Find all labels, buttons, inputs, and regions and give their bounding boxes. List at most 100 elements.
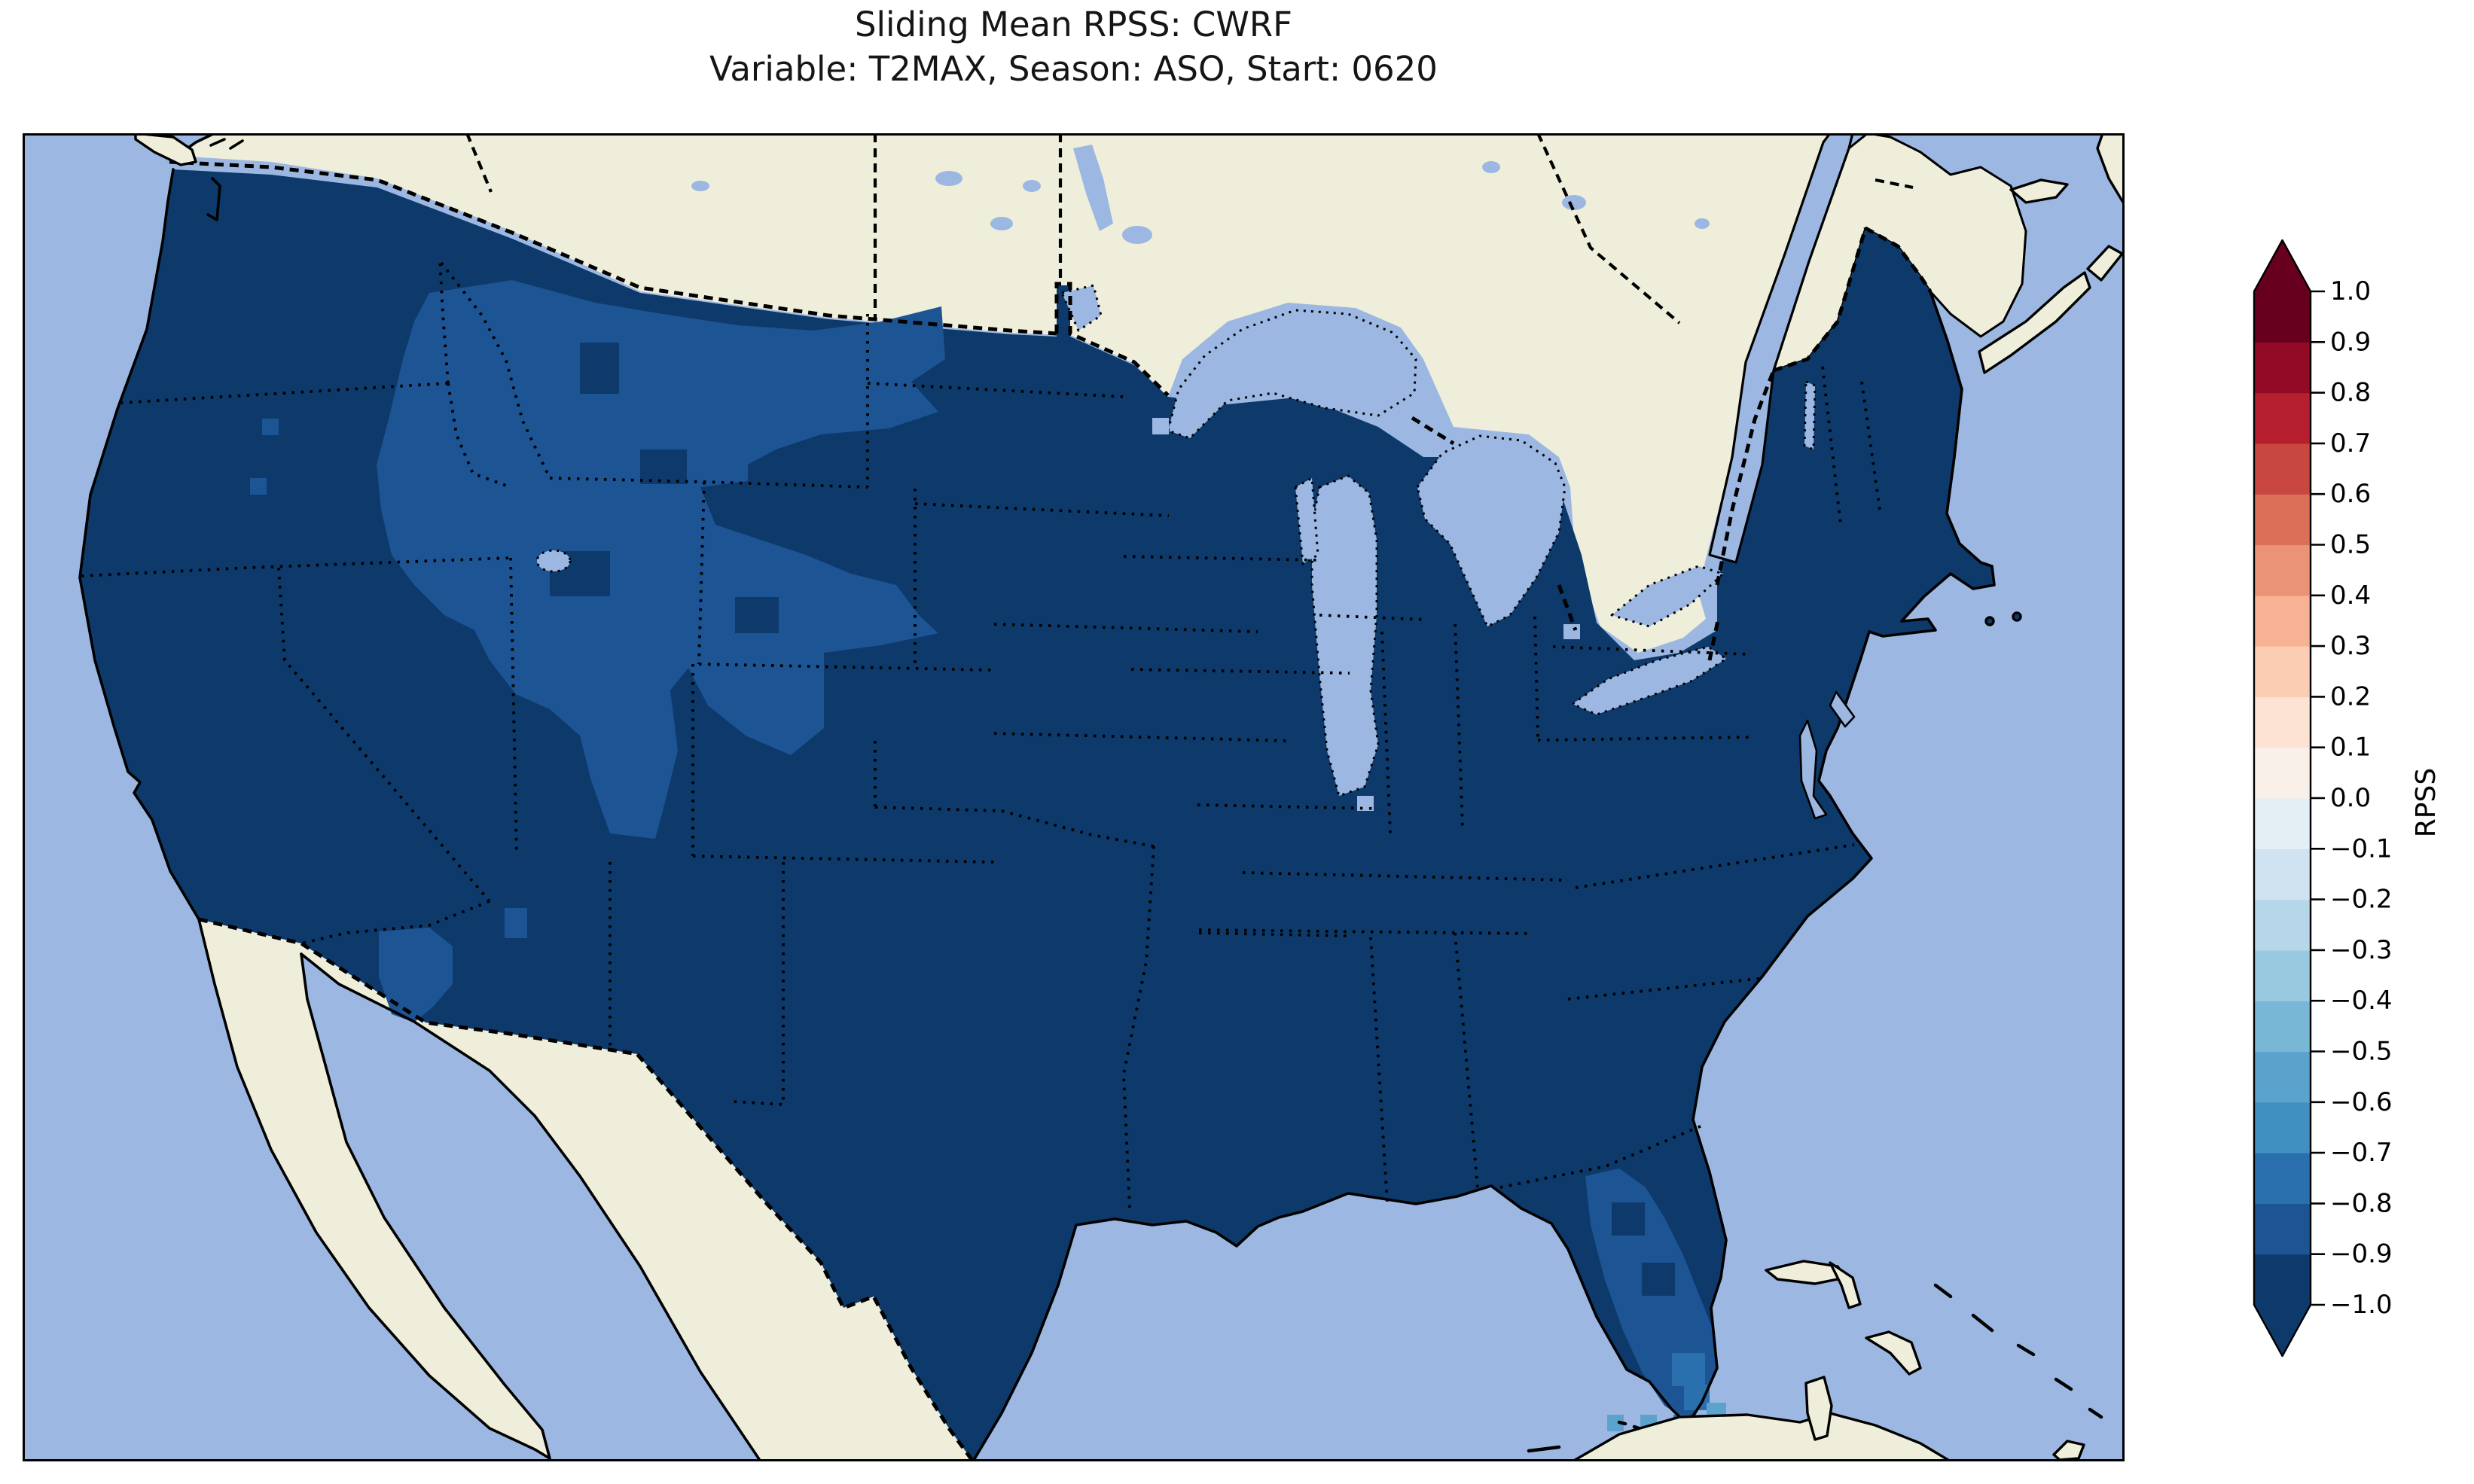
map-frame bbox=[23, 133, 2125, 1461]
canada-lake bbox=[1482, 161, 1500, 173]
colorbar-svg: 1.0 0.9 0.8 0.7 0.6 0.5 0.4 0.3 0.2 0.1 0.0 −0.1 −0.… bbox=[2253, 239, 2442, 1358]
colorbar-tick-label: 0.1 bbox=[2330, 733, 2371, 763]
colorbar-arrow-bottom bbox=[2254, 1305, 2311, 1356]
canada-lake bbox=[691, 181, 709, 191]
colorbar-tick-label: −0.8 bbox=[2330, 1188, 2393, 1218]
masked-cell bbox=[1152, 418, 1169, 434]
colorbar-bin bbox=[2254, 949, 2311, 1001]
colorbar-tick-label: 0.5 bbox=[2330, 530, 2371, 560]
gulf-atlantic-coast bbox=[972, 290, 1996, 1461]
colorbar-bin bbox=[2254, 1051, 2311, 1103]
colorbar-segments bbox=[2254, 291, 2311, 1306]
canada-lake bbox=[1122, 226, 1152, 244]
lake-winnipeg bbox=[1073, 145, 1113, 231]
rpss-cell bbox=[505, 908, 527, 938]
chesapeake-bay bbox=[1798, 719, 1828, 820]
colorbar-tick-label: 0.3 bbox=[2330, 631, 2371, 661]
colorbar-ticks bbox=[2311, 290, 2325, 1306]
colorbar-tick-label: 0.4 bbox=[2330, 580, 2371, 611]
st-lawrence-river bbox=[1708, 133, 1854, 564]
newfoundland-corner bbox=[2096, 133, 2125, 206]
patch-hole bbox=[580, 343, 619, 394]
colorbar-bin bbox=[2254, 1203, 2311, 1255]
lake-ontario bbox=[1610, 565, 1725, 628]
florida-dark-cell bbox=[1642, 1263, 1675, 1296]
colorbar-tick-label: −0.1 bbox=[2330, 833, 2393, 864]
colorbar-bin bbox=[2254, 1001, 2311, 1053]
colorbar-tick-label: 0.0 bbox=[2330, 783, 2371, 813]
colorbar-tick-label: −0.7 bbox=[2330, 1138, 2393, 1168]
colorbar-bin bbox=[2254, 342, 2311, 394]
canada-lake bbox=[1562, 195, 1586, 210]
colorbar-tick-label: −0.6 bbox=[2330, 1087, 2393, 1117]
mexico-mainland bbox=[199, 919, 973, 1461]
nova-scotia bbox=[1978, 271, 2091, 374]
rpss-patch-arizona bbox=[379, 928, 453, 1022]
lake-huron bbox=[1416, 434, 1566, 628]
rpss-cell bbox=[262, 419, 279, 435]
masked-cell bbox=[1563, 624, 1580, 639]
vancouver-island bbox=[134, 133, 197, 166]
canada-lake bbox=[1695, 218, 1710, 229]
colorbar-bin bbox=[2254, 696, 2311, 748]
bays bbox=[1798, 690, 1856, 820]
colorbar-bin bbox=[2254, 899, 2311, 951]
canada-land bbox=[177, 133, 1829, 653]
florida-light-cell bbox=[1672, 1353, 1705, 1386]
colorbar-tick-labels: 1.0 0.9 0.8 0.7 0.6 0.5 0.4 0.3 0.2 0.1 0.0 −0.1 −0.… bbox=[2330, 276, 2393, 1320]
map-axes bbox=[23, 133, 2125, 1461]
eleuthera bbox=[1865, 1330, 1922, 1376]
title-line-2: Variable: T2MAX, Season: ASO, Start: 062… bbox=[709, 48, 1438, 89]
colorbar-tick-label: 0.7 bbox=[2330, 428, 2371, 459]
colorbar: 1.0 0.9 0.8 0.7 0.6 0.5 0.4 0.3 0.2 0.1 0.0 −0.1 −0.… bbox=[2229, 211, 2474, 1385]
rpss-cell bbox=[250, 478, 267, 495]
prince-edward-island bbox=[2009, 178, 2069, 204]
conus-map bbox=[23, 133, 2125, 1461]
colorbar-tick-label: 0.6 bbox=[2330, 479, 2371, 509]
us-canada-border bbox=[169, 160, 1933, 661]
great-salt-lake bbox=[535, 549, 572, 573]
marthas-vineyard bbox=[1984, 616, 1995, 626]
canada-lake bbox=[935, 171, 962, 186]
patch-hole bbox=[735, 597, 779, 633]
canada-lake bbox=[990, 217, 1013, 230]
lake-michigan bbox=[1310, 474, 1380, 797]
canada-province-borders bbox=[465, 133, 1914, 325]
lake-champlain bbox=[1803, 380, 1817, 451]
great-lakes bbox=[535, 284, 1817, 797]
colorbar-tick-label: −0.4 bbox=[2330, 986, 2393, 1016]
colorbar-bin bbox=[2254, 443, 2311, 495]
florida-light-cell bbox=[1684, 1385, 1710, 1410]
canada-small-lakes bbox=[691, 145, 1710, 244]
colorbar-tick-label: −0.9 bbox=[2330, 1239, 2393, 1269]
national-borders bbox=[169, 133, 1933, 1461]
colorbar-bin bbox=[2254, 392, 2311, 444]
figure-title: Sliding Mean RPSS: CWRF Variable: T2MAX,… bbox=[23, 3, 2125, 91]
pacific-coast bbox=[78, 168, 200, 921]
colorbar-bin bbox=[2254, 1254, 2311, 1306]
colorbar-tick-label: 0.8 bbox=[2330, 378, 2371, 408]
colorbar-tick-label: 0.9 bbox=[2330, 327, 2371, 357]
baja-california bbox=[199, 919, 550, 1458]
title-line-1: Sliding Mean RPSS: CWRF bbox=[854, 5, 1292, 44]
green-bay bbox=[1294, 477, 1319, 565]
patch-hole bbox=[640, 449, 687, 484]
puget-sound bbox=[206, 177, 221, 221]
colorbar-bin bbox=[2254, 544, 2311, 596]
state-borders bbox=[81, 259, 1881, 1209]
florida-dark-cell bbox=[1612, 1202, 1645, 1236]
colorbar-axis-label: RPSS bbox=[2411, 768, 2442, 837]
baja-coast bbox=[197, 918, 551, 1460]
colorbar-arrow-top bbox=[2254, 240, 2311, 291]
rpss-patch-northern-rockies bbox=[377, 280, 945, 839]
colorbar-bin bbox=[2254, 747, 2311, 799]
colorbar-bin bbox=[2254, 595, 2311, 647]
colorbar-tick-label: −0.5 bbox=[2330, 1037, 2393, 1067]
colorbar-tick-label: −1.0 bbox=[2330, 1290, 2393, 1320]
colorbar-bin bbox=[2254, 646, 2311, 697]
us-mexico-border bbox=[198, 917, 975, 1461]
nantucket bbox=[2012, 611, 2022, 622]
colorbar-bin bbox=[2254, 1102, 2311, 1153]
keys-cell bbox=[1607, 1415, 1624, 1431]
